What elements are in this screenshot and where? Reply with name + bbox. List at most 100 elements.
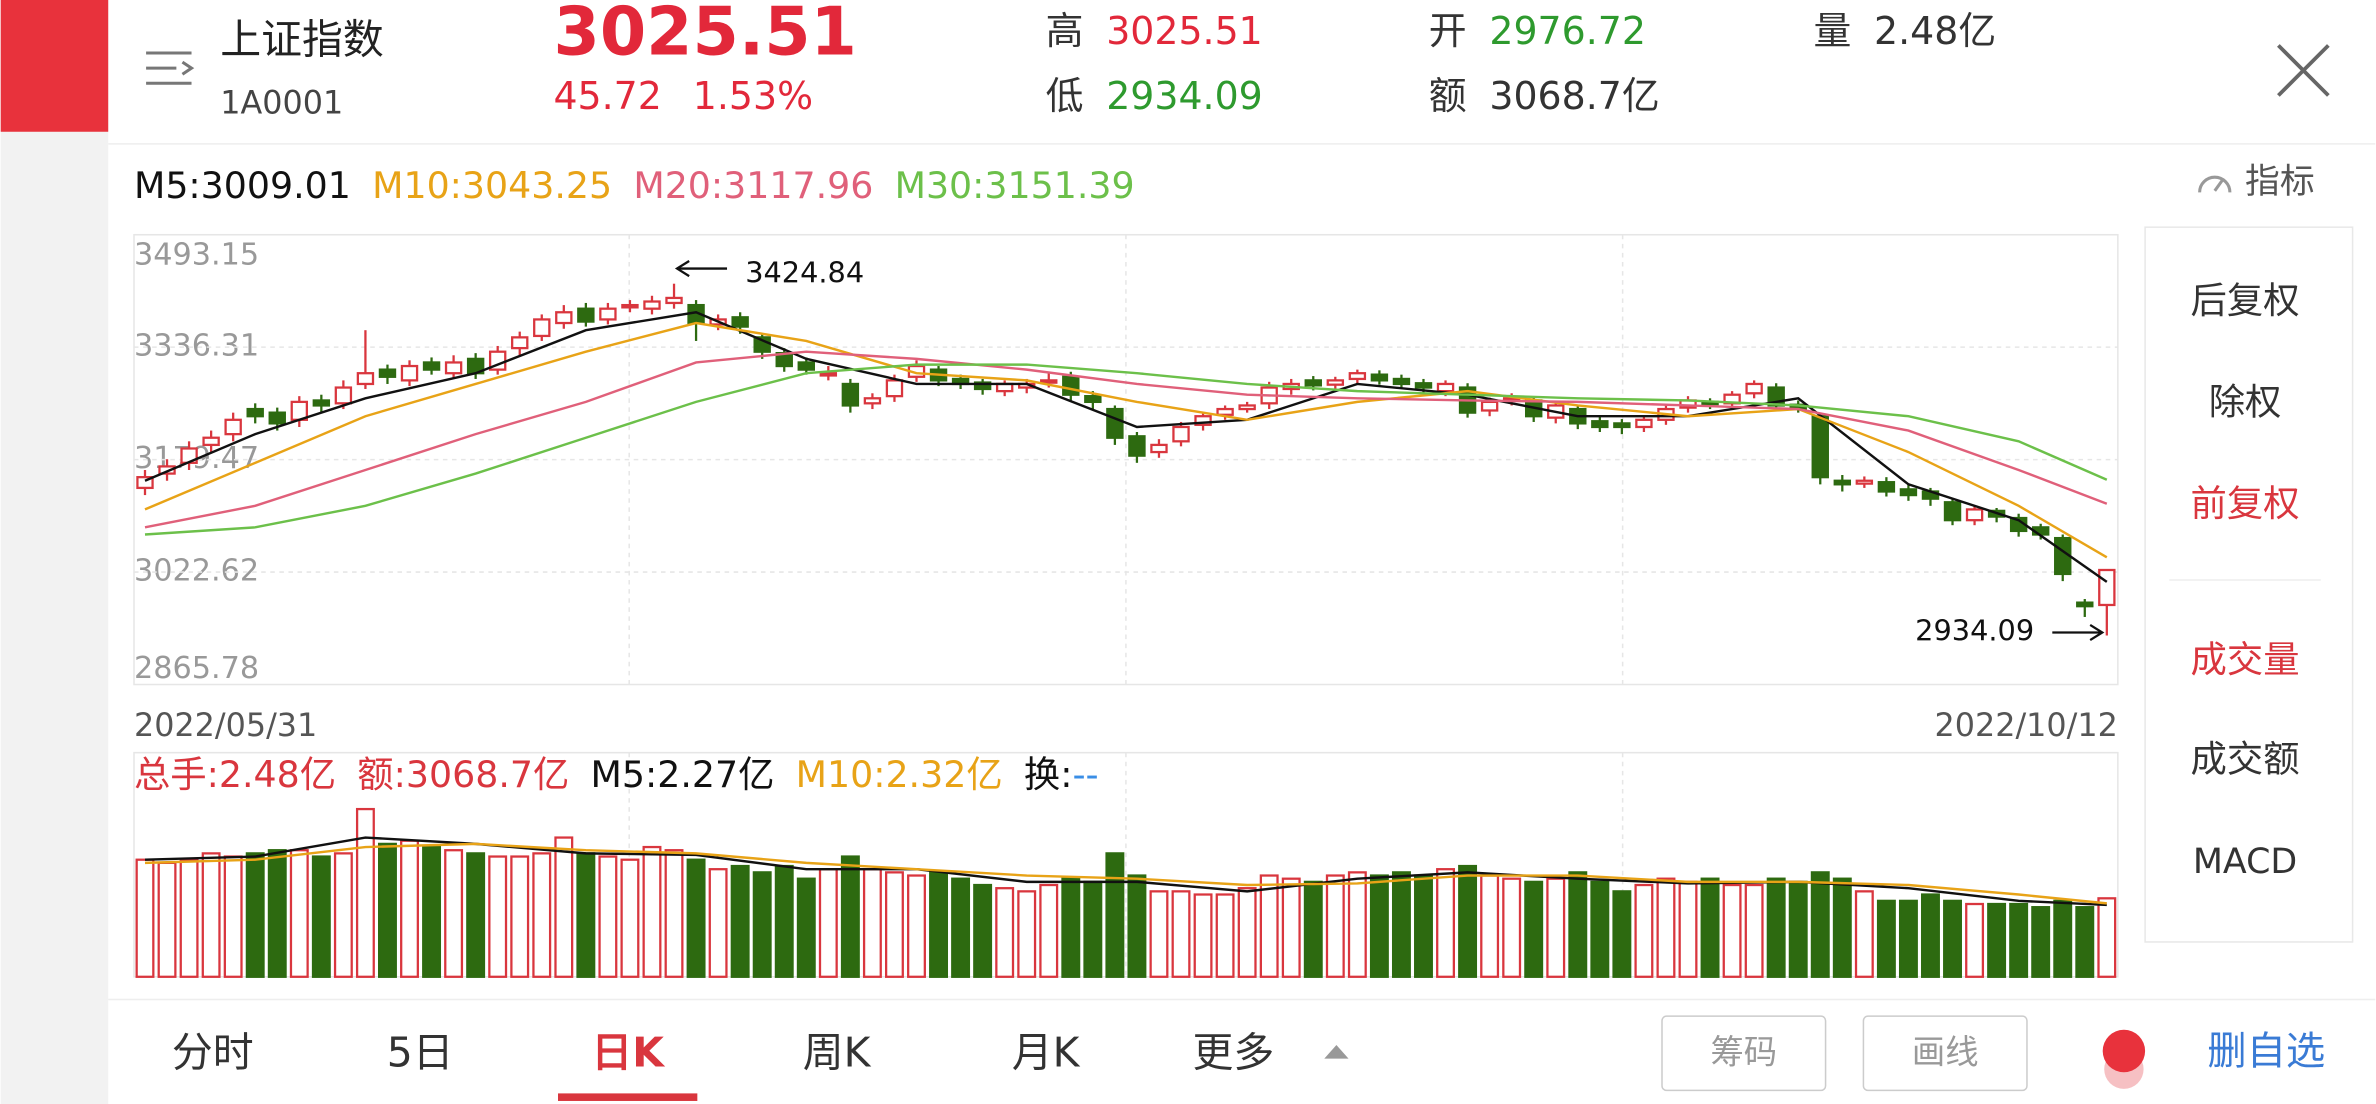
side-item[interactable]: 前复权 [2191, 482, 2300, 525]
volume-bar [532, 852, 552, 978]
volume-ma-line [144, 842, 2107, 905]
candle-body [1414, 382, 1433, 389]
open-value: 2976.72 [1489, 9, 1646, 53]
candle-body [1194, 415, 1212, 426]
close-button[interactable] [2277, 44, 2330, 97]
volume-bar [1017, 890, 1037, 978]
volume-legend: M5:2.27亿 [591, 753, 775, 796]
volume-bar [1502, 877, 1522, 978]
volume-bar [730, 864, 750, 978]
candle-body [246, 407, 264, 418]
volume-bar [1039, 883, 1059, 978]
candle-body [533, 318, 551, 338]
candle-body [268, 411, 286, 425]
volume-bar [2053, 899, 2073, 978]
volume-bar [818, 868, 838, 978]
y-tick-label: 3022.62 [134, 554, 259, 589]
candle-body [665, 296, 683, 305]
volume-bar [1149, 890, 1169, 978]
open-label: 开 [1429, 9, 1467, 53]
stock-code: 1A0001 [220, 84, 343, 121]
button[interactable] [1862, 1015, 2028, 1092]
high-value: 3025.51 [1106, 9, 1263, 53]
side-item[interactable]: 成交量 [2191, 638, 2300, 681]
volume-bar [245, 852, 265, 978]
side-item[interactable]: MACD [2193, 842, 2297, 882]
volume-bar [796, 877, 816, 978]
low-annotation: 2934.09 [1915, 614, 2034, 648]
ma-legend: M5:3009.01 [134, 164, 351, 207]
candle-body [863, 397, 882, 405]
candle-body [1216, 407, 1234, 416]
candle-body [621, 303, 639, 309]
candle-body [1348, 372, 1367, 381]
tab-active[interactable]: 日K [591, 1029, 665, 1077]
volume-bar [2075, 906, 2095, 978]
side-item[interactable]: 除权 [2209, 380, 2282, 423]
candle-body [2076, 601, 2094, 608]
ma-legend: M30:3151.39 [895, 164, 1135, 207]
watchlist-button[interactable]: 删自选 [2207, 1029, 2325, 1075]
tab[interactable]: 5日 [387, 1029, 454, 1077]
tab[interactable]: 周K [803, 1029, 872, 1077]
volume-bar [1898, 899, 1918, 978]
candle-body [1326, 379, 1345, 386]
volume-legend: 总手:2.48亿 [134, 753, 336, 796]
candle-body [885, 379, 904, 398]
annotation-arrowhead [2089, 623, 2105, 642]
volume-bar [1061, 877, 1081, 978]
candle-body [1304, 379, 1322, 387]
volume-bar [1391, 871, 1411, 978]
change: 45.72 [553, 74, 661, 118]
volume-bar [929, 871, 949, 978]
stock-name: 上证指数 [220, 15, 384, 63]
candle-body [1591, 420, 1609, 429]
volume-bar [1259, 874, 1279, 978]
candle-body [1480, 400, 1499, 412]
volume-bar [1810, 871, 1830, 978]
menu-arrow [181, 60, 195, 76]
side-item[interactable]: 后复权 [2191, 279, 2300, 322]
volume-bar [554, 836, 574, 978]
volume-bar [1171, 890, 1191, 978]
ma-line [144, 311, 2108, 583]
volume-bar [1083, 880, 1103, 978]
volume-bar [1700, 877, 1720, 978]
volume-bar [1281, 877, 1301, 978]
ma-legend: M20:3117.96 [633, 164, 873, 207]
candle-body [136, 476, 154, 490]
volume-legend: 换: [1024, 753, 1073, 796]
tab[interactable]: 分时 [172, 1029, 254, 1077]
side-item[interactable]: 成交额 [2191, 738, 2300, 781]
volume-bar [422, 845, 442, 978]
tab[interactable]: 月K [1012, 1029, 1081, 1077]
candle-body [334, 386, 353, 405]
indicator-button[interactable]: 指标 [2198, 162, 2315, 202]
candle-body [1062, 375, 1080, 396]
volume-bar [907, 874, 926, 978]
candle-body [1855, 479, 1874, 485]
record-dot [2102, 1029, 2146, 1073]
candle-body [1877, 481, 1896, 493]
gauge-icon [2198, 175, 2232, 193]
candle-body [797, 361, 815, 371]
volume-bar [1965, 902, 1985, 978]
volume-bar [1237, 887, 1257, 978]
volume-bar [840, 855, 860, 978]
ma-line [144, 350, 2108, 529]
candle-body [1238, 404, 1256, 411]
volume-bar [1722, 883, 1742, 978]
volume-bar [1458, 864, 1478, 978]
candle-body [643, 300, 661, 310]
volume-bar [488, 855, 508, 978]
tab[interactable]: 更多 [1193, 1029, 1275, 1077]
candle-body [1172, 425, 1190, 443]
button[interactable] [1661, 1015, 1827, 1092]
volume-bar [973, 883, 993, 978]
volume-bar [267, 849, 287, 978]
candle-body [731, 316, 749, 328]
end-date: 2022/10/12 [1935, 707, 2118, 744]
candle-body [1811, 415, 1829, 479]
candle-body [599, 307, 617, 321]
menu-icon[interactable] [146, 51, 195, 85]
